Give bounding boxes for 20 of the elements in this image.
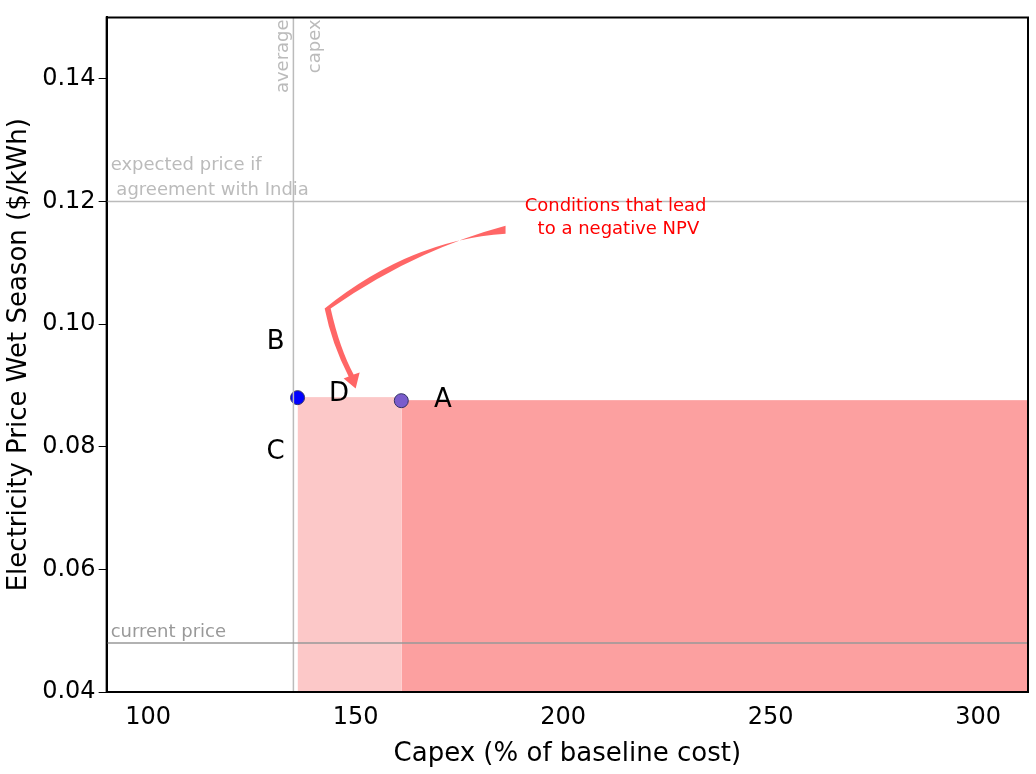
y-tick-label: 0.12 [42,185,96,214]
x-tick-label: 100 [125,701,172,730]
annotation: Conditions that lead to a negative NPV [524,193,707,238]
x-tick-label: 150 [332,701,379,730]
x-tick-label: 200 [540,701,587,730]
y-tick-label: 0.10 [42,308,96,337]
annotation: A [433,383,452,414]
x-axis-title: Capex (% of baseline cost) [393,737,742,768]
x-tick-label: 250 [747,701,794,730]
annotation: D [329,377,350,408]
y-axis-title: Electricity Price Wet Season ($/kWh) [2,118,33,592]
annotation: C [266,435,285,466]
y-tick-label: 0.08 [42,430,96,459]
annotation: B [266,325,285,356]
y-tick-label: 0.14 [42,62,96,91]
y-tick-label: 0.06 [42,553,96,582]
ref-line-label: average capex [271,19,325,94]
x-tick-label: 300 [955,701,1002,730]
y-tick-label: 0.04 [42,676,96,705]
ref-line-label: current price [110,619,227,641]
